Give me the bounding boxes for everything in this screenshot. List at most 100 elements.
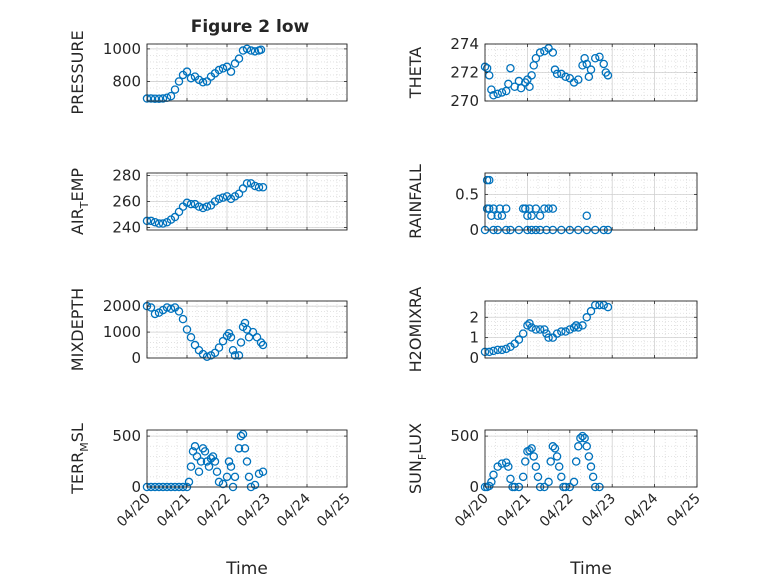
figure-title: Figure 2 low	[191, 17, 310, 37]
y-tick-label: 0	[131, 349, 141, 367]
data-point	[565, 325, 575, 334]
data-point	[550, 65, 560, 74]
data-series	[142, 179, 268, 228]
data-point	[501, 344, 511, 354]
y-tick-label: 0	[469, 478, 479, 496]
data-point	[531, 204, 541, 213]
data-point	[554, 462, 564, 471]
data-point	[186, 199, 196, 209]
data-point	[218, 336, 228, 346]
data-point	[531, 462, 541, 471]
y-tick-label: 500	[112, 427, 141, 445]
data-point	[489, 91, 498, 100]
data-point	[550, 444, 560, 453]
data-point	[186, 73, 196, 83]
y-tick-label: 2	[469, 308, 479, 326]
data-point	[178, 314, 188, 324]
y-tick-label: 1000	[103, 323, 141, 341]
data-point	[561, 72, 570, 82]
data-point	[218, 193, 228, 202]
data-point	[580, 54, 589, 63]
axes-frame	[146, 43, 348, 102]
data-point	[238, 46, 248, 55]
data-point	[250, 181, 260, 191]
data-point	[484, 71, 494, 80]
data-point	[186, 333, 196, 342]
data-point	[548, 442, 558, 451]
data-point	[226, 462, 236, 471]
data-series	[142, 301, 268, 361]
data-point	[250, 47, 260, 56]
data-series	[480, 44, 613, 100]
data-point	[493, 345, 502, 355]
y-tick-label: 274	[450, 35, 479, 53]
data-point	[527, 444, 536, 453]
data-point	[590, 54, 600, 63]
data-point	[254, 182, 264, 192]
data-point	[527, 323, 536, 332]
data-point	[535, 48, 545, 57]
data-point	[590, 300, 600, 310]
data-point	[525, 446, 534, 455]
data-point	[571, 457, 581, 466]
major-grid	[147, 173, 347, 230]
data-point	[250, 480, 260, 490]
data-point	[194, 202, 204, 211]
data-point	[190, 442, 200, 451]
data-point	[194, 467, 204, 476]
data-point	[501, 458, 511, 467]
data-point	[212, 467, 222, 476]
data-point	[248, 327, 258, 337]
data-point	[527, 211, 536, 220]
data-point	[162, 303, 172, 312]
data-point	[150, 94, 160, 103]
data-point	[586, 306, 596, 316]
data-point	[236, 338, 246, 347]
data-point	[533, 472, 543, 482]
data-point	[186, 462, 196, 471]
data-point	[518, 472, 528, 482]
data-point	[208, 452, 218, 461]
data-point	[582, 313, 592, 322]
data-point	[230, 351, 240, 360]
data-point	[584, 452, 594, 461]
subplot-mixdepth: 0 1000 2000 MIXDEPTH	[68, 288, 348, 371]
y-tick-label: 280	[112, 167, 141, 185]
data-point	[234, 444, 244, 453]
data-point	[174, 77, 184, 86]
data-point	[497, 88, 507, 97]
data-point	[182, 325, 192, 334]
data-point	[523, 321, 532, 330]
data-point	[150, 217, 160, 227]
data-point	[222, 472, 232, 482]
data-point	[202, 352, 212, 361]
y-axis-label: PRESSURE	[68, 30, 87, 114]
data-point	[234, 189, 244, 198]
data-point	[236, 431, 246, 441]
data-point	[218, 479, 228, 489]
data-series	[480, 300, 613, 357]
data-point	[158, 219, 168, 228]
data-point	[214, 477, 224, 487]
data-point	[258, 467, 268, 476]
y-tick-label: 272	[450, 64, 479, 82]
data-point	[242, 457, 252, 466]
y-axis-label: THETA	[406, 47, 425, 99]
x-axis-label: Time	[569, 559, 612, 579]
data-point	[497, 345, 507, 355]
data-point	[527, 71, 536, 80]
data-point	[489, 470, 498, 480]
data-point	[569, 323, 579, 332]
y-axis-label: SUNFLUX	[406, 423, 429, 494]
data-point	[514, 335, 524, 344]
data-point	[222, 331, 232, 341]
data-point	[214, 343, 224, 352]
data-point	[174, 207, 184, 217]
data-point	[244, 472, 254, 482]
data-point	[150, 309, 160, 319]
y-axis-label: AIRTEMP	[68, 168, 91, 235]
subplot-h2omixra: 0 1 2 H2OMIXRA	[406, 287, 698, 372]
data-point	[258, 340, 268, 350]
y-tick-label: 260	[112, 193, 141, 211]
